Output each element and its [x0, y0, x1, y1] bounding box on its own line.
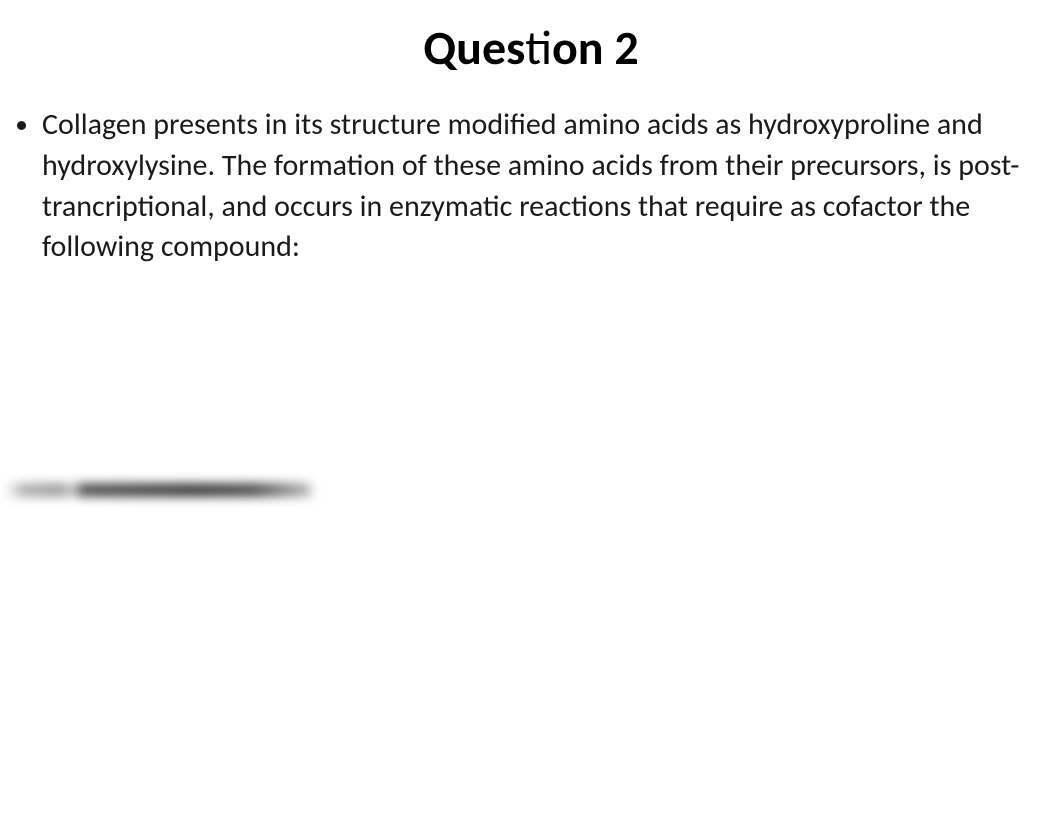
bullet-list: Collagen presents in its structure modif… — [18, 105, 1044, 268]
slide-content: Collagen presents in its structure modif… — [0, 105, 1062, 268]
slide-container: Question 2 Collagen presents in its stru… — [0, 18, 1062, 815]
title-part1: Ques — [423, 18, 525, 77]
slide-title: Question 2 — [0, 18, 1062, 77]
blurred-region — [5, 483, 315, 497]
title-part2: on 2 — [552, 18, 639, 77]
bullet-item: Collagen presents in its structure modif… — [42, 105, 1044, 268]
title-thin: ti — [525, 18, 552, 77]
